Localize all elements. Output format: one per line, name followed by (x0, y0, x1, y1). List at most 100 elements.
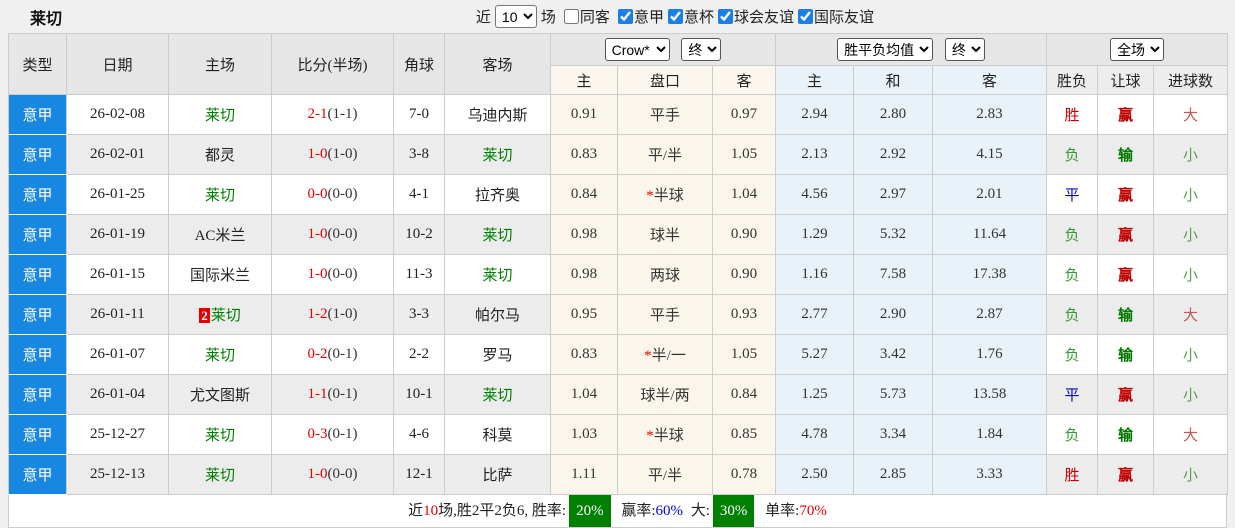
date-cell: 26-01-25 (66, 174, 169, 215)
date-cell: 25-12-13 (66, 454, 169, 495)
result-cell: 胜 (1046, 454, 1099, 495)
asia-away-odds: 0.97 (711, 94, 777, 135)
big-rate-badge: 30% (712, 495, 755, 527)
away-team-name: 莱切 (482, 268, 513, 284)
home-team-cell: 莱切 (168, 174, 272, 215)
col-header-corners: 角球 (393, 33, 445, 95)
halftime-score: (1-0) (327, 306, 358, 322)
away-team-cell: 莱切 (444, 214, 551, 255)
scope-select[interactable]: 全场 (1110, 38, 1165, 61)
avg-away-odds: 11.64 (932, 214, 1048, 255)
result-cell: 负 (1046, 254, 1099, 295)
away-team-cell: 莱切 (444, 254, 551, 295)
asia-home-odds: 1.03 (550, 414, 618, 455)
fulltime-score: 0-3 (307, 426, 328, 442)
result-group-header: 全场 (1046, 33, 1229, 66)
league-cell: 意甲 (8, 214, 67, 255)
filter-serie-a[interactable]: 意甲 (612, 6, 664, 27)
halftime-score: (0-0) (327, 226, 358, 242)
subcol-goals: 进球数 (1153, 65, 1229, 95)
handicap-result-cell: 输 (1097, 134, 1155, 175)
intl-friendly-checkbox[interactable] (797, 9, 813, 24)
corners-cell: 4-6 (393, 414, 445, 455)
recent-count-select[interactable]: 10 (494, 5, 537, 28)
handicap-text: 半球 (653, 428, 684, 444)
home-team-name: AC米兰 (194, 228, 246, 244)
home-team-name: 莱切 (204, 188, 235, 204)
avg-home-odds: 2.50 (775, 454, 855, 495)
corners-cell: 10-2 (393, 214, 445, 255)
asia-home-odds: 0.83 (550, 334, 618, 375)
filter-coppa-italia[interactable]: 意杯 (666, 6, 714, 27)
handicap-cell: 平/半 (617, 454, 713, 495)
europe-state-select[interactable]: 终 (944, 38, 985, 61)
avg-draw-odds: 2.92 (853, 134, 934, 175)
coppa-italia-checkbox[interactable] (667, 9, 683, 24)
same-away-checkbox[interactable] (563, 9, 579, 24)
fulltime-score: 0-0 (307, 186, 328, 202)
handicap-result-cell: 赢 (1097, 94, 1155, 135)
goals-result-cell: 大 (1153, 414, 1229, 455)
avg-away-odds: 2.87 (932, 294, 1048, 335)
away-team-cell: 莱切 (444, 374, 551, 415)
subcol-eu-home: 主 (775, 65, 855, 95)
halftime-score: (0-0) (327, 266, 358, 282)
league-cell: 意甲 (8, 374, 67, 415)
halftime-score: (0-1) (327, 346, 358, 362)
club-friendly-checkbox[interactable] (717, 9, 733, 24)
asia-away-odds: 0.85 (711, 414, 777, 455)
asia-home-odds: 0.98 (550, 214, 618, 255)
europe-source-select[interactable]: 胜平负均值 (837, 38, 934, 61)
changed-odds-star: * (646, 188, 654, 204)
away-team-name: 莱切 (482, 388, 513, 404)
avg-away-odds: 4.15 (932, 134, 1048, 175)
asia-source-select[interactable]: Crow* (604, 38, 670, 61)
match-row: 意甲 25-12-13 莱切 1-0(0-0) 12-1 比萨 1.11 平/半 0.78 2.5… (8, 454, 1229, 495)
serie-a-checkbox[interactable] (617, 9, 633, 24)
fulltime-score: 1-0 (307, 466, 328, 482)
subcol-handicap: 盘口 (617, 65, 713, 95)
goals-result-cell: 小 (1153, 174, 1229, 215)
handicap-cell: 球半/两 (617, 374, 713, 415)
handicap-rate-value: 60% (655, 503, 684, 519)
score-cell: 1-0(0-0) (271, 454, 394, 495)
avg-draw-odds: 2.80 (853, 94, 934, 135)
halftime-score: (0-1) (327, 386, 358, 402)
home-team-cell: 莱切 (168, 94, 272, 135)
goals-result-cell: 小 (1153, 374, 1229, 415)
handicap-result-cell: 输 (1097, 294, 1155, 335)
asia-away-odds: 0.84 (711, 374, 777, 415)
away-team-cell: 乌迪内斯 (444, 94, 551, 135)
avg-home-odds: 4.56 (775, 174, 855, 215)
corners-cell: 10-1 (393, 374, 445, 415)
asia-state-select[interactable]: 终 (681, 38, 722, 61)
asia-away-odds: 1.05 (711, 334, 777, 375)
filter-club-friendly[interactable]: 球会友谊 (716, 6, 794, 27)
handicap-cell: 平手 (617, 94, 713, 135)
score-cell: 1-1(0-1) (271, 374, 394, 415)
result-cell: 负 (1046, 414, 1099, 455)
away-team-cell: 科莫 (444, 414, 551, 455)
asia-home-odds: 1.04 (550, 374, 618, 415)
home-team-cell: 莱切 (168, 334, 272, 375)
result-cell: 胜 (1046, 94, 1099, 135)
serie-a-label: 意甲 (633, 10, 664, 26)
away-team-name: 帕尔马 (474, 308, 520, 324)
subcol-handicap-result: 让球 (1097, 65, 1155, 95)
filter-same-away[interactable]: 同客 (558, 6, 610, 27)
date-cell: 26-01-04 (66, 374, 169, 415)
corners-cell: 3-3 (393, 294, 445, 335)
avg-away-odds: 1.76 (932, 334, 1048, 375)
summary-record: 场,胜2平2负6, 胜率: (438, 503, 567, 519)
home-team-cell: 国际米兰 (168, 254, 272, 295)
league-cell: 意甲 (8, 334, 67, 375)
filter-intl-friendly[interactable]: 国际友谊 (796, 6, 874, 27)
subcol-eu-away: 客 (932, 65, 1048, 95)
rank-badge: 2 (199, 308, 210, 323)
avg-away-odds: 3.33 (932, 454, 1048, 495)
score-cell: 0-3(0-1) (271, 414, 394, 455)
big-rate-label: 大: (690, 503, 710, 519)
date-cell: 26-02-01 (66, 134, 169, 175)
asia-away-odds: 0.93 (711, 294, 777, 335)
away-team-cell: 帕尔马 (444, 294, 551, 335)
